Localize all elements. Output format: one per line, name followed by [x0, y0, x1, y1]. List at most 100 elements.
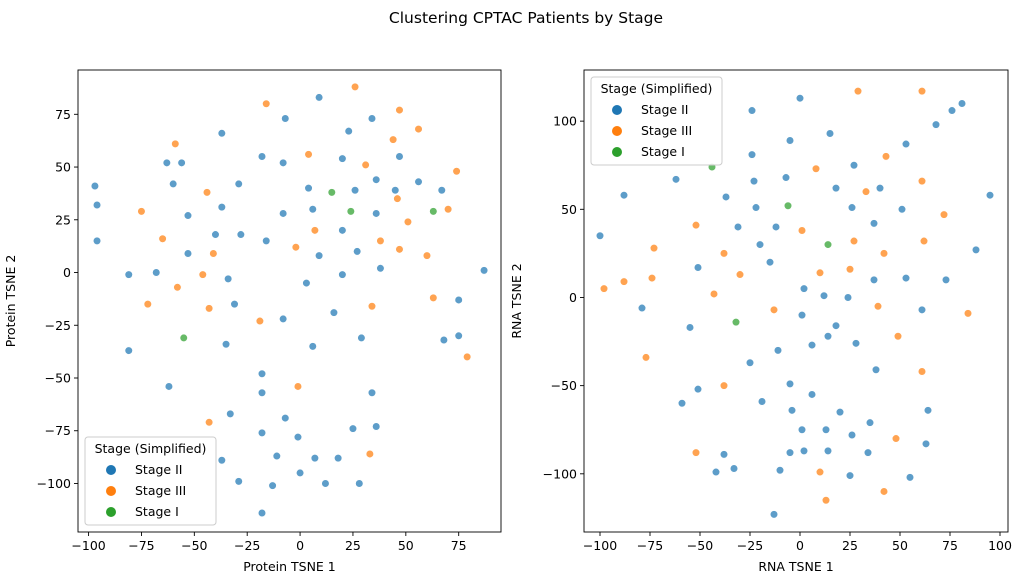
rna-point-stage-iii — [845, 265, 855, 274]
protein-point-stage-iii — [205, 418, 214, 427]
protein-point-stage-i — [346, 207, 355, 216]
rna-point-stage-iii — [963, 309, 973, 318]
protein-point-stage-ii — [279, 314, 288, 324]
rna-point-stage-ii — [831, 321, 841, 330]
protein-point-stage-ii — [308, 342, 317, 351]
rna-point-stage-ii — [897, 205, 907, 214]
rna-point-stage-iii — [879, 487, 889, 496]
protein-legend-marker — [106, 507, 116, 517]
protein-x-tick-label: 25 — [345, 538, 361, 553]
rna-point-stage-ii — [733, 222, 743, 232]
protein-point-stage-ii — [414, 177, 423, 186]
protein-point-stage-i — [429, 207, 438, 216]
rna-point-stage-iii — [797, 226, 807, 235]
rna-legend-box — [590, 76, 723, 166]
protein-legend-marker — [106, 486, 116, 496]
rna-point-stage-ii — [863, 448, 873, 457]
protein-point-stage-iii — [389, 135, 398, 144]
protein-point-stage-iii — [422, 251, 432, 260]
rna-point-stage-ii — [751, 203, 761, 212]
rna-point-stage-iii — [919, 236, 929, 246]
protein-point-stage-ii — [454, 331, 463, 340]
rna-point-stage-ii — [871, 365, 881, 374]
rna-point-stage-iii — [811, 164, 821, 173]
protein-x-axis-label: Protein TSNE 1 — [243, 559, 336, 574]
rna-point-stage-iii — [917, 176, 927, 186]
rna-x-tick-label: −75 — [637, 538, 663, 553]
rna-point-stage-ii — [869, 219, 879, 228]
rna-legend-label: Stage II — [641, 102, 688, 117]
protein-point-stage-ii — [439, 335, 448, 345]
protein-point-stage-iii — [202, 188, 212, 197]
rna-point-stage-ii — [847, 203, 857, 212]
rna-point-stage-ii — [917, 305, 927, 314]
protein-point-stage-ii — [338, 270, 347, 279]
rna-point-stage-iii — [719, 249, 729, 258]
protein-point-stage-iii — [262, 99, 271, 108]
rna-x-tick-label: 0 — [796, 538, 804, 553]
protein-point-stage-ii — [124, 270, 133, 279]
rna-point-stage-ii — [747, 106, 757, 115]
rna-point-stage-ii — [843, 293, 853, 302]
rna-point-stage-ii — [619, 191, 629, 200]
rna-x-tick-label: −25 — [737, 538, 763, 553]
protein-x-tick-label: 0 — [296, 538, 304, 553]
rna-legend-label: Stage III — [641, 123, 692, 138]
rna-point-stage-ii — [693, 385, 703, 394]
protein-point-stage-ii — [230, 300, 239, 309]
rna-point-stage-ii — [745, 358, 755, 367]
rna-point-stage-ii — [637, 303, 647, 313]
protein-point-stage-iii — [393, 194, 402, 203]
protein-point-stage-iii — [304, 150, 313, 159]
rna-y-tick-label: −100 — [543, 466, 577, 481]
rna-point-stage-ii — [821, 425, 831, 434]
rna-point-stage-ii — [677, 399, 687, 408]
protein-point-stage-ii — [302, 278, 311, 288]
rna-point-stage-i — [783, 201, 793, 210]
protein-point-stage-ii — [348, 424, 358, 433]
rna-point-stage-ii — [765, 258, 775, 267]
protein-y-axis-label: Protein TSNE 2 — [3, 255, 18, 348]
rna-point-stage-iii — [917, 87, 927, 96]
protein-y-tick-label: 75 — [55, 107, 71, 122]
protein-point-stage-i — [179, 333, 188, 343]
rna-point-stage-ii — [819, 291, 829, 300]
protein-point-stage-ii — [344, 127, 353, 136]
rna-point-stage-ii — [797, 425, 807, 434]
protein-point-stage-iii — [395, 105, 404, 115]
protein-point-stage-iii — [310, 226, 319, 235]
protein-point-stage-iii — [291, 243, 300, 252]
protein-point-stage-ii — [437, 186, 446, 195]
protein-point-stage-iii — [198, 270, 207, 279]
protein-point-stage-ii — [268, 481, 277, 490]
rna-point-stage-ii — [947, 106, 957, 115]
rna-point-stage-ii — [785, 136, 795, 145]
protein-point-stage-ii — [372, 422, 381, 431]
protein-point-stage-ii — [257, 388, 267, 397]
rna-point-stage-iii — [709, 289, 719, 299]
protein-y-tick-label: 0 — [63, 265, 71, 280]
rna-point-stage-ii — [901, 139, 911, 149]
protein-point-stage-iii — [350, 82, 360, 91]
rna-point-stage-ii — [931, 120, 941, 129]
protein-y-tick-label: −50 — [45, 371, 71, 386]
rna-point-stage-iii — [815, 467, 825, 477]
rna-point-stage-ii — [851, 339, 861, 348]
rna-point-stage-iii — [879, 249, 889, 258]
rna-point-stage-ii — [799, 446, 809, 455]
rna-point-stage-iii — [891, 434, 901, 443]
rna-points — [595, 87, 995, 519]
protein-y-tick-label: 50 — [55, 160, 71, 175]
protein-point-stage-iii — [444, 205, 453, 214]
protein-x-tick-label: −25 — [234, 538, 260, 553]
rna-point-stage-ii — [901, 273, 911, 283]
protein-point-stage-ii — [367, 114, 377, 123]
protein-point-stage-ii — [152, 268, 161, 277]
rna-point-stage-iii — [691, 221, 701, 230]
protein-axes-frame — [77, 69, 502, 533]
rna-point-stage-ii — [835, 407, 845, 417]
rna-legend-marker — [612, 147, 622, 157]
protein-legend-marker — [106, 465, 116, 475]
rna-point-stage-ii — [869, 275, 879, 284]
rna-point-stage-iii — [893, 332, 903, 341]
